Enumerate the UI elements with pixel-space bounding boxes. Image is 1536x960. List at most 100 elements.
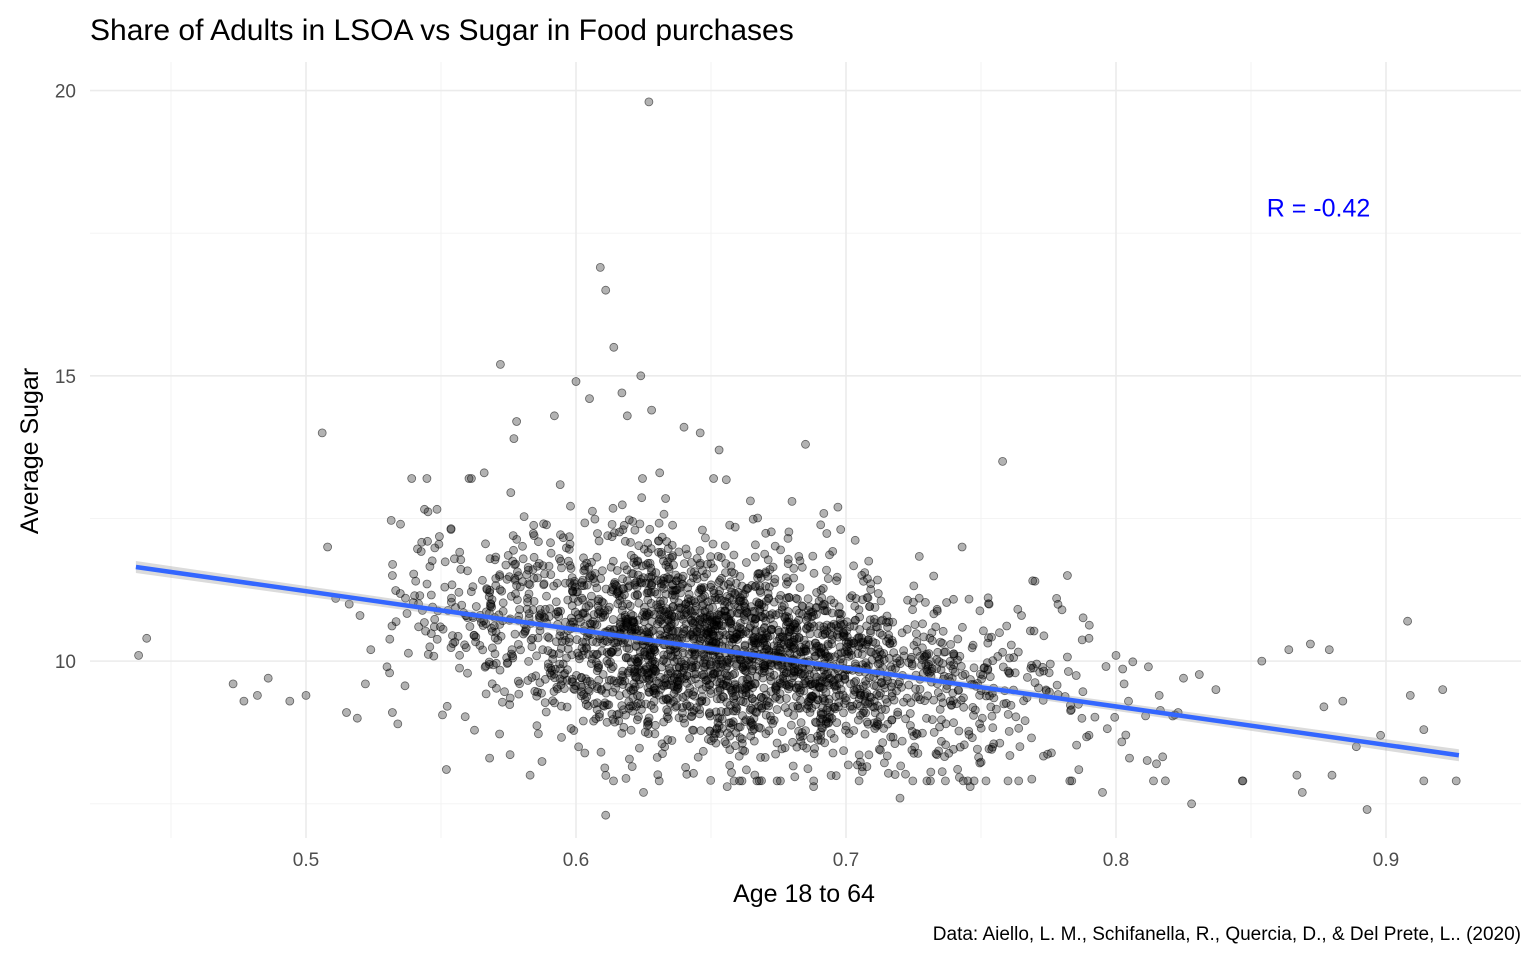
y-tick-label: 20 [55, 82, 76, 103]
data-point [932, 750, 942, 760]
data-point [1064, 667, 1073, 676]
data-point [783, 708, 793, 717]
data-point [1047, 748, 1056, 758]
correlation-annotation: R = -0.42 [1267, 195, 1371, 223]
data-point [524, 565, 533, 575]
data-point [525, 580, 535, 590]
data-point [927, 636, 937, 645]
data-point [588, 506, 597, 516]
data-point [687, 707, 697, 717]
data-point [388, 560, 398, 569]
data-point [766, 614, 775, 624]
data-point [479, 468, 489, 478]
data-point [839, 746, 848, 755]
data-point [557, 563, 566, 573]
data-point [544, 612, 554, 622]
data-point [549, 687, 559, 696]
data-point [866, 585, 876, 594]
data-point [638, 474, 647, 483]
data-point [1292, 770, 1302, 780]
data-point [819, 625, 829, 635]
data-point [514, 640, 523, 649]
data-point [495, 570, 505, 580]
data-point [366, 645, 376, 655]
data-point [589, 699, 599, 709]
data-point [468, 582, 478, 592]
data-point [491, 552, 501, 562]
data-point [849, 678, 859, 687]
data-point [679, 422, 689, 432]
data-point [650, 729, 660, 739]
data-point [746, 680, 756, 690]
data-point [866, 626, 875, 636]
data-point [620, 536, 630, 546]
data-point [360, 679, 370, 689]
data-point [766, 715, 776, 725]
data-point [750, 615, 760, 624]
data-point [730, 522, 740, 532]
data-point [689, 634, 698, 644]
data-point [542, 520, 551, 530]
data-point [956, 661, 966, 671]
data-point [652, 753, 662, 762]
data-point [643, 586, 653, 596]
data-point [682, 625, 692, 635]
data-point [619, 561, 629, 571]
data-point [843, 760, 853, 770]
data-point [667, 736, 677, 745]
data-point [854, 776, 864, 786]
data-point [387, 708, 397, 717]
data-point [644, 97, 654, 107]
data-point [663, 650, 673, 659]
data-point [596, 747, 606, 757]
data-point [630, 654, 640, 664]
data-point [937, 767, 947, 777]
data-point [711, 660, 721, 669]
data-point [654, 547, 663, 557]
data-point [622, 576, 632, 586]
data-point [1306, 639, 1315, 649]
data-point [764, 593, 774, 603]
data-point [877, 678, 886, 687]
data-point [527, 642, 537, 652]
data-point [783, 554, 793, 564]
data-point [1028, 576, 1038, 586]
data-point [832, 576, 841, 586]
data-point [792, 692, 801, 701]
data-point [735, 593, 745, 602]
data-point [863, 593, 873, 603]
data-point [802, 743, 811, 753]
data-point [611, 683, 620, 693]
data-point [485, 753, 495, 763]
data-point [617, 701, 627, 710]
data-point [1053, 599, 1063, 609]
data-point [617, 606, 627, 615]
data-point [796, 647, 806, 657]
data-point [641, 699, 651, 709]
data-point [562, 543, 571, 553]
data-point [558, 659, 568, 669]
data-point [907, 652, 916, 662]
data-point [498, 598, 508, 608]
data-point [576, 617, 585, 627]
data-point [597, 597, 607, 606]
data-point [721, 630, 731, 640]
data-point [742, 765, 751, 775]
data-point [647, 578, 657, 588]
data-point [801, 640, 811, 650]
data-point [656, 547, 666, 557]
data-point [134, 651, 144, 660]
data-point [1072, 740, 1081, 750]
data-point [835, 642, 845, 652]
data-point [749, 713, 759, 723]
data-point [834, 673, 844, 683]
data-point [636, 371, 646, 381]
data-point [914, 692, 923, 702]
data-point [615, 691, 624, 700]
data-point [816, 520, 826, 530]
data-point [461, 643, 471, 652]
data-point [393, 719, 403, 729]
data-point [863, 719, 873, 729]
data-point [422, 474, 432, 483]
data-point [789, 564, 799, 573]
